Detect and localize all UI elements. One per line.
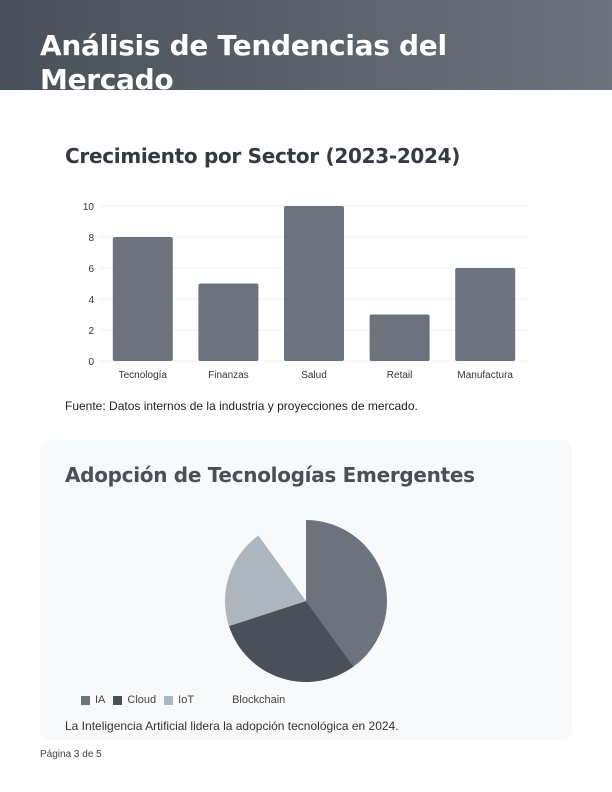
x-tick-label: Tecnología: [119, 370, 168, 381]
bar: [284, 206, 344, 361]
legend-label: IA: [95, 694, 106, 706]
source-note: Fuente: Datos internos de la industria y…: [65, 399, 418, 413]
pie-slice-iot: [225, 535, 306, 627]
legend-swatch: [164, 695, 174, 705]
x-tick-label: Salud: [301, 370, 327, 381]
legend-label: Blockchain: [232, 694, 286, 706]
legend-label: Cloud: [127, 694, 157, 706]
pie-chart-title: Adopción de Tecnologías Emergentes: [65, 463, 475, 487]
y-tick-label: 10: [83, 202, 95, 213]
pie-slice-cloud: [228, 601, 354, 682]
bar-chart: 0 2 4 6 8 10 Tecnología Finanzas Salud Retail Manu…: [83, 202, 528, 381]
legend-item[interactable]: IA: [81, 694, 105, 706]
legend-swatch: [218, 695, 228, 705]
pie-slice-blockchain: [258, 520, 306, 601]
legend-label: IoT: [178, 694, 195, 706]
legend-item[interactable]: Cloud: [113, 694, 156, 706]
adoption-note: La Inteligencia Artificial lidera la ado…: [65, 719, 399, 733]
x-tick-label: Manufactura: [457, 370, 513, 381]
pie-chart: [225, 520, 387, 682]
y-tick-label: 6: [88, 264, 94, 275]
x-tick-label: Retail: [387, 370, 413, 381]
bar: [369, 314, 430, 361]
y-tick-label: 2: [88, 326, 94, 337]
bar-chart-title: Crecimiento por Sector (2023-2024): [65, 144, 461, 168]
legend-item[interactable]: IoT: [164, 694, 194, 706]
legend-swatch: [113, 695, 123, 705]
page-title: Análisis de Tendencias del Mercado: [40, 29, 447, 90]
bar: [198, 283, 259, 361]
legend-item[interactable]: Blockchain: [218, 694, 285, 706]
y-tick-label: 4: [88, 295, 94, 306]
bar: [455, 268, 516, 361]
bar: [112, 237, 173, 361]
x-tick-label: Finanzas: [208, 370, 249, 381]
page-number: Página 3 de 5: [40, 749, 102, 760]
y-tick-label: 0: [88, 357, 94, 368]
y-tick-label: 8: [88, 233, 94, 244]
legend-swatch: [81, 695, 90, 705]
header-banner: Análisis de Tendencias del Mercado: [0, 0, 612, 90]
pie-legend: IA Cloud IoT Blockchain: [81, 694, 285, 706]
pie-slice-ia: [306, 520, 387, 667]
